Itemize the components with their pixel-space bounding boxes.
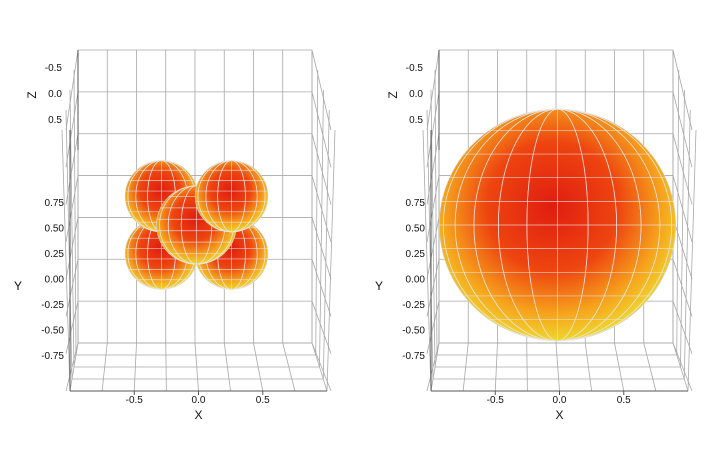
x-tick-label: 0.5 [617,395,631,406]
gridline-left-wall-depth [426,342,440,392]
gridline-right-wall-depth [311,342,332,392]
gridline-left-wall-depth [426,259,440,317]
y-tick-label: 0.75 [406,198,426,209]
plot-left-four-lobed-surface: -0.5 0.0 0.5 0.75 0.50 0.25 0.00 -0.25 -0.50 -0.7… [14,49,336,422]
y-tick-label: 0.25 [406,249,426,260]
z-axis-title: Z [25,91,39,98]
gridline-left-wall-depth [65,49,79,131]
x-tick-label: -0.5 [487,395,505,406]
gridline-left-wall [434,69,438,356]
gridline-left-wall [73,69,77,356]
gridline-right-wall-depth [311,133,332,205]
gridline-left-wall-depth [65,217,79,280]
ticks-left: -0.5 0.0 0.5 0.75 0.50 0.25 0.00 -0.25 -0.50 -0.7… [41,63,270,406]
y-tick-label: 0.25 [45,249,65,260]
gridline-right-wall-depth [311,91,332,168]
gridline-left-wall-depth [426,301,440,354]
z-tick-label: -0.5 [45,63,63,74]
y-tick-label: 0.75 [45,198,65,209]
gridline-left-wall-depth [426,91,440,168]
gridline-left-wall-depth [426,175,440,242]
ticks-right: -0.5 0.0 0.5 0.75 0.50 0.25 0.00 -0.25 -0.50 -0.7… [402,63,631,406]
gridline-right-wall-depth [311,259,332,317]
plot-right-svg: -0.5 0.0 0.5 0.75 0.50 0.25 0.00 -0.25 -0.50 -0.7… [375,49,697,422]
y-tick-label: 0.50 [45,223,65,234]
z-tick-label: -0.5 [406,63,424,74]
surface-lobe [194,160,269,233]
x-axis-title: X [194,408,202,422]
axis-titles-right: X Y Z [375,91,564,422]
gridline-right-wall-depth [311,175,332,242]
gridline-left-wall [422,129,432,392]
z-axis-title: Z [386,91,400,98]
y-axis-title: Y [375,279,383,293]
y-tick-label: -0.25 [402,300,425,311]
gridline-right-wall-depth [672,217,693,280]
gridline-right-wall-depth [672,49,693,131]
gridline-left-wall-depth [65,342,79,392]
surface-meridian [197,160,266,233]
gridline-right-wall-depth [311,217,332,280]
y-axis-title: Y [14,279,22,293]
z-tick-label: 0.5 [48,115,62,126]
gridline-right-wall-depth [672,259,693,317]
gridline-right-wall [315,69,319,356]
z-tick-label: 0.5 [409,115,423,126]
gridline-right-wall-depth [672,301,693,354]
gridline-right-wall-depth [311,49,332,131]
gridline-left-wall [65,109,73,380]
plot-right-sphere-surface: -0.5 0.0 0.5 0.75 0.50 0.25 0.00 -0.25 -0.50 -0.7… [361,0,722,460]
gridline-left-wall-depth [65,301,79,354]
gridline-left-wall-depth [426,217,440,280]
y-tick-label: 0.00 [406,275,426,286]
axis-titles-left: X Y Z [14,91,203,422]
gridline-right-wall-depth [311,301,332,354]
x-tick-label: 0.0 [553,395,567,406]
gridline-right-wall-depth [672,133,693,205]
gridline-right-wall [319,89,324,368]
gridline-left-wall [426,109,434,380]
x-tick-label: 0.0 [192,395,206,406]
gridline-right-wall-depth [672,91,693,168]
y-tick-label: 0.00 [45,275,65,286]
gridline-right-wall [680,89,685,368]
gridline-left-wall-depth [65,175,79,242]
gridline-left-wall-depth [426,133,440,205]
y-tick-label: -0.50 [402,326,425,337]
gridline-left-wall-depth [65,91,79,168]
surface-right [438,108,677,342]
y-tick-label: -0.25 [41,300,64,311]
surface-lobe [438,108,677,342]
gridline-left-wall-depth [426,49,440,131]
gridline-left-wall [61,129,71,392]
gridline-left-wall-depth [65,133,79,205]
y-tick-label: -0.75 [402,351,425,362]
x-axis-title: X [555,408,563,422]
gridline-right-wall [676,69,680,356]
z-tick-label: 0.0 [409,89,423,100]
gridline-left-wall-depth [65,259,79,317]
y-tick-label: -0.50 [41,326,64,337]
y-tick-label: 0.50 [406,223,426,234]
gridline-right-wall-depth [672,175,693,242]
gridline-right-wall-depth [672,342,693,392]
plot-left-svg: -0.5 0.0 0.5 0.75 0.50 0.25 0.00 -0.25 -0.50 -0.7… [14,49,336,422]
y-tick-label: -0.75 [41,351,64,362]
surface-left [124,160,269,290]
x-tick-label: 0.5 [256,395,270,406]
x-tick-label: -0.5 [126,395,144,406]
z-tick-label: 0.0 [48,89,62,100]
